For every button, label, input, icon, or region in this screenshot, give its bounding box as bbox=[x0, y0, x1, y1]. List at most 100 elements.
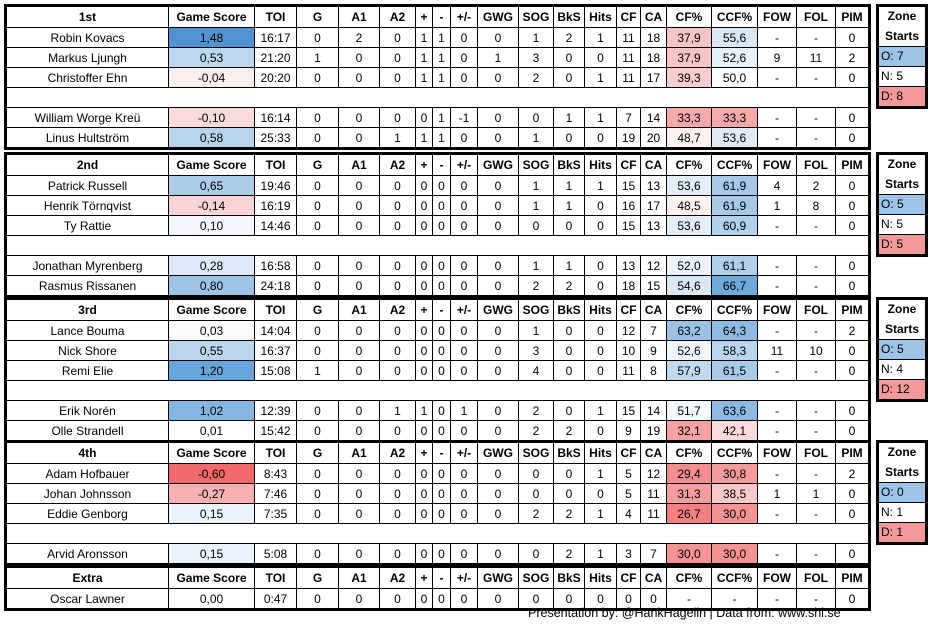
player-row: Arvid Aronsson 0,15 5:08 0 0 0 0 0 0 0 0 2 1 3 7 30,0 30… bbox=[5, 543, 870, 565]
fol-cell: - bbox=[796, 27, 836, 48]
minus-cell: 0 bbox=[432, 420, 451, 442]
primary-assists-cell: 0 bbox=[338, 47, 380, 68]
pim-cell: 0 bbox=[835, 255, 870, 276]
ccf-pct-cell: 30,8 bbox=[711, 463, 758, 484]
pim-cell: 0 bbox=[835, 127, 870, 149]
plus-cell: 0 bbox=[415, 320, 433, 341]
player-name: Lance Bouma bbox=[5, 320, 169, 341]
column-header-cf-pct: CF% bbox=[666, 153, 712, 176]
column-header-gwg: GWG bbox=[477, 5, 519, 28]
plus-cell: 1 bbox=[415, 27, 433, 48]
game-score-cell: 0,15 bbox=[168, 543, 255, 565]
blocks-cell: 2 bbox=[553, 420, 585, 442]
secondary-assists-cell: 1 bbox=[379, 127, 416, 149]
player-row: Markus Ljungh 0,53 21:20 1 0 0 1 1 0 1 3 0 0 11 18 37,9… bbox=[5, 47, 870, 68]
plus-cell: 0 bbox=[415, 107, 433, 128]
column-header-minus: - bbox=[432, 153, 451, 176]
column-header-fow: FOW bbox=[757, 566, 797, 589]
column-header-blocks: BkS bbox=[553, 441, 585, 464]
hits-cell: 1 bbox=[584, 107, 617, 128]
secondary-assists-cell: 0 bbox=[379, 340, 416, 361]
plus-cell: 0 bbox=[415, 175, 433, 196]
zone-offensive: O: 5 bbox=[879, 340, 925, 360]
plus-cell: 0 bbox=[415, 255, 433, 276]
plus-minus-cell: 0 bbox=[450, 588, 478, 610]
column-header-ca: CA bbox=[640, 153, 667, 176]
plus-minus-cell: 0 bbox=[450, 255, 478, 276]
hits-cell: 0 bbox=[584, 255, 617, 276]
player-row: Eddie Genborg 0,15 7:35 0 0 0 0 0 0 0 2 2 1 4 11 26,7 30… bbox=[5, 503, 870, 524]
fol-cell: - bbox=[796, 127, 836, 149]
blocks-cell: 0 bbox=[553, 127, 585, 149]
column-header-gwg: GWG bbox=[477, 566, 519, 589]
goals-cell: 0 bbox=[296, 127, 339, 149]
zone-neutral: N: 4 bbox=[879, 360, 925, 380]
ca-cell: 7 bbox=[640, 320, 667, 341]
column-header-fol: FOL bbox=[796, 153, 836, 176]
column-header-cf: CF bbox=[616, 5, 641, 28]
column-header-ccf-pct: CCF% bbox=[711, 441, 758, 464]
pim-cell: 0 bbox=[835, 275, 870, 297]
game-score-cell: -0,27 bbox=[168, 483, 255, 504]
column-header-toi: TOI bbox=[254, 153, 297, 176]
secondary-assists-cell: 0 bbox=[379, 420, 416, 442]
sog-cell: 0 bbox=[518, 543, 554, 565]
fol-cell: - bbox=[796, 543, 836, 565]
secondary-assists-cell: 0 bbox=[379, 175, 416, 196]
column-header-plus: + bbox=[415, 153, 433, 176]
goals-cell: 1 bbox=[296, 360, 339, 381]
sog-cell: 1 bbox=[518, 127, 554, 149]
toi-cell: 8:43 bbox=[254, 463, 297, 484]
zone-title: Zone bbox=[887, 157, 917, 171]
goals-cell: 0 bbox=[296, 255, 339, 276]
column-header-cf-pct: CF% bbox=[666, 298, 712, 321]
toi-cell: 7:35 bbox=[254, 503, 297, 524]
column-header-ca: CA bbox=[640, 5, 667, 28]
primary-assists-cell: 0 bbox=[338, 483, 380, 504]
cf-pct-cell: 48,5 bbox=[666, 195, 712, 216]
hits-cell: 1 bbox=[584, 67, 617, 88]
cf-pct-cell: 31,3 bbox=[666, 483, 712, 504]
blocks-cell: 0 bbox=[553, 400, 585, 421]
section-4th: 4th Game Score TOI G A1 A2 + - +/- GWG SOG BkS Hits C… bbox=[4, 440, 871, 566]
fow-cell: - bbox=[757, 400, 797, 421]
minus-cell: 0 bbox=[432, 255, 451, 276]
column-header-ca: CA bbox=[640, 566, 667, 589]
game-score-cell: -0,14 bbox=[168, 195, 255, 216]
fol-cell: - bbox=[796, 400, 836, 421]
pim-cell: 0 bbox=[835, 27, 870, 48]
ca-cell: 20 bbox=[640, 127, 667, 149]
minus-cell: 0 bbox=[432, 483, 451, 504]
secondary-assists-cell: 0 bbox=[379, 47, 416, 68]
gwg-cell: 0 bbox=[477, 503, 519, 524]
cf-pct-cell: 57,9 bbox=[666, 360, 712, 381]
pim-cell: 0 bbox=[835, 420, 870, 442]
secondary-assists-cell: 0 bbox=[379, 255, 416, 276]
minus-cell: 1 bbox=[432, 47, 451, 68]
player-name: Markus Ljungh bbox=[5, 47, 169, 68]
row-divider bbox=[5, 380, 870, 401]
zone-title: Zone bbox=[887, 445, 917, 459]
cf-pct-cell: 54,6 bbox=[666, 275, 712, 297]
column-header-plus-minus: +/- bbox=[450, 153, 478, 176]
ccf-pct-cell: 66,7 bbox=[711, 275, 758, 297]
stats-table: Extra Game Score TOI G A1 A2 + - +/- GWG SOG BkS Hit… bbox=[4, 565, 871, 611]
plus-minus-cell: 0 bbox=[450, 275, 478, 297]
gwg-cell: 0 bbox=[477, 543, 519, 565]
player-name: Patrick Russell bbox=[5, 175, 169, 196]
hits-cell: 0 bbox=[584, 127, 617, 149]
sog-cell: 1 bbox=[518, 320, 554, 341]
player-row: Oscar Lawner 0,00 0:47 0 0 0 0 0 0 0 0 0 0 0 0- - - -0 bbox=[5, 588, 870, 610]
game-score-cell: 1,02 bbox=[168, 400, 255, 421]
column-header-fow: FOW bbox=[757, 5, 797, 28]
gwg-cell: 0 bbox=[477, 195, 519, 216]
plus-cell: 0 bbox=[415, 463, 433, 484]
toi-cell: 16:14 bbox=[254, 107, 297, 128]
plus-cell: 0 bbox=[415, 543, 433, 565]
plus-minus-cell: 0 bbox=[450, 360, 478, 381]
column-header-sog: SOG bbox=[518, 566, 554, 589]
player-row: Rasmus Rissanen 0,80 24:18 0 0 0 0 0 0 0 2 2 0 18 15 54… bbox=[5, 275, 870, 297]
fol-cell: - bbox=[796, 255, 836, 276]
minus-cell: 0 bbox=[432, 215, 451, 236]
hits-cell: 0 bbox=[584, 360, 617, 381]
